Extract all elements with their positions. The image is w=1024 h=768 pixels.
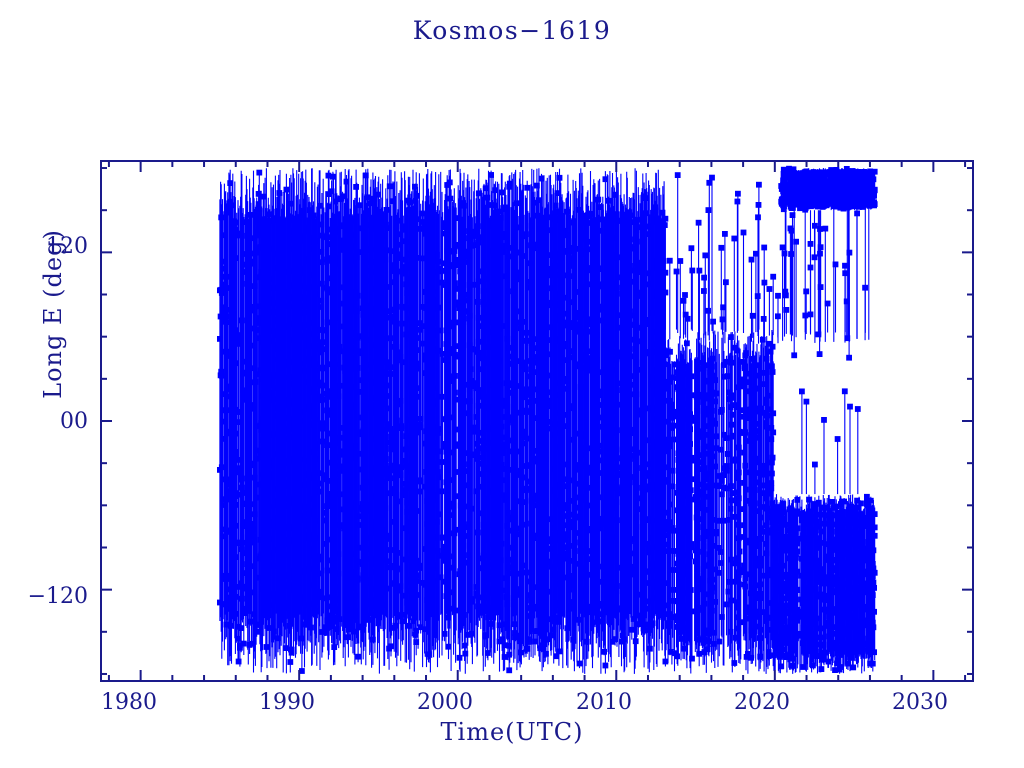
x-tick-label-1990: 1990 <box>259 690 315 715</box>
data-series-layer <box>216 165 878 674</box>
x-tick-label-2030: 2030 <box>892 690 948 715</box>
y-tick-label-m120: −120 <box>27 584 88 609</box>
x-axis-label: Time(UTC) <box>440 718 584 746</box>
x-tick-label-2020: 2020 <box>734 690 790 715</box>
y-tick-label-120: 120 <box>46 234 88 259</box>
y-tick-label-0: 00 <box>60 409 88 434</box>
x-tick-label-2010: 2010 <box>576 690 632 715</box>
x-tick-label-2000: 2000 <box>417 690 473 715</box>
x-tick-label-1980: 1980 <box>101 690 157 715</box>
axis-frame-layer <box>100 160 974 682</box>
page-title: Kosmos−1619 <box>412 16 612 45</box>
